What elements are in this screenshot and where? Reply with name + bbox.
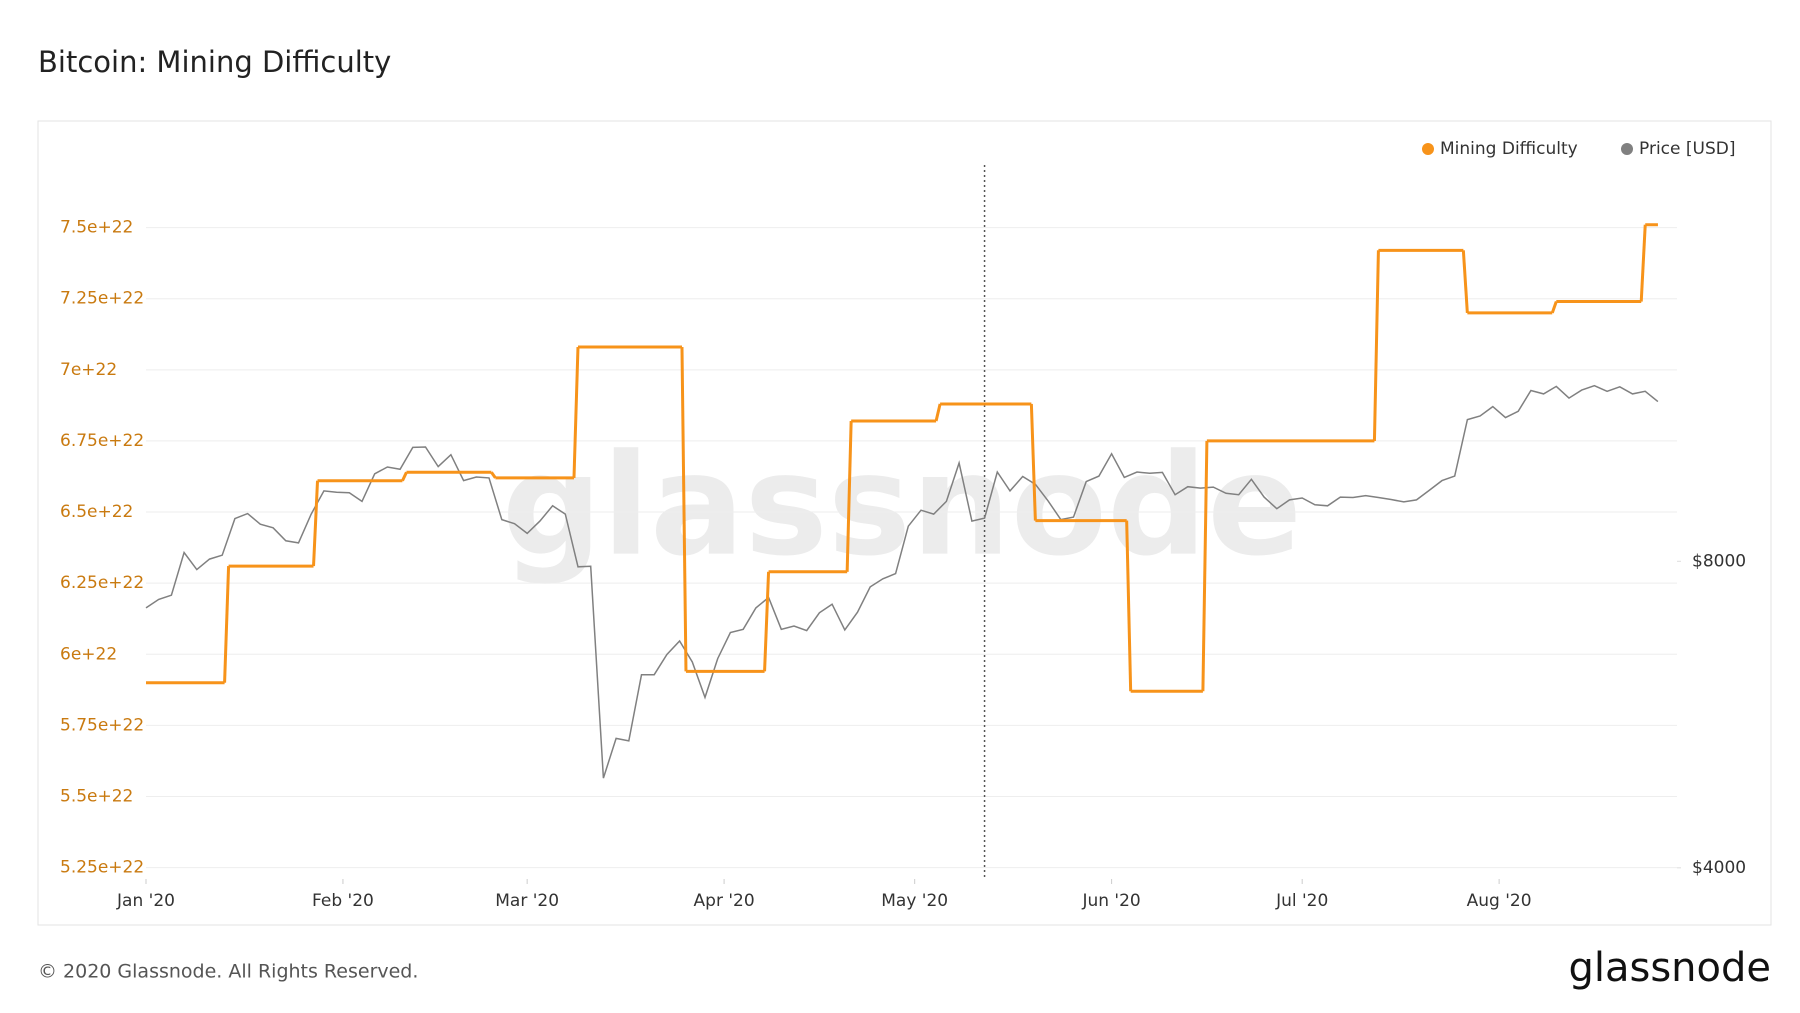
difficulty-riser [1372,250,1380,441]
legend-dot [1422,143,1434,155]
watermark: glassnode [502,425,1302,588]
difficulty-riser [490,471,497,479]
difficulty-riser [572,347,580,478]
x-tick-label: Jun '20 [1081,891,1140,911]
chart-frame [37,120,1772,926]
x-tick-label: Mar '20 [495,891,559,911]
y-tick-label: 6.25e+22 [60,573,144,593]
y-tick-label: 5.75e+22 [60,715,144,735]
x-tick-label: May '20 [881,891,948,911]
difficulty-riser [680,347,688,672]
title: Bitcoin: Mining Difficulty [38,45,391,79]
y2-tick-label: $4000 [1692,858,1746,878]
difficulty-riser [401,471,408,482]
difficulty-riser [845,420,853,572]
y-tick-label: 6.5e+22 [60,502,133,522]
legend-label: Price [USD] [1639,139,1735,159]
difficulty-riser [312,480,320,567]
x-tick-label: Apr '20 [694,891,755,911]
x-tick-label: Feb '20 [312,891,374,911]
x-tick-label: Jul '20 [1275,891,1328,911]
y-tick-label: 7.25e+22 [60,289,144,309]
difficulty-riser [1550,301,1558,314]
y-tick-label: 7.5e+22 [60,218,133,238]
legend-dot [1621,143,1633,155]
difficulty-riser [1461,250,1469,314]
x-tick-label: Jan '20 [116,891,175,911]
difficulty-riser [934,403,942,422]
y-tick-label: 5.25e+22 [60,858,144,878]
y-tick-label: 6e+22 [60,644,117,664]
difficulty-riser [1029,403,1037,521]
difficulty-riser [1639,224,1647,302]
y-tick-label: 6.75e+22 [60,431,144,451]
logo: glassnode [1568,945,1771,991]
legend-label: Mining Difficulty [1440,139,1578,159]
footer: © 2020 Glassnode. All Rights Reserved. [38,961,418,983]
difficulty-riser [223,566,231,683]
y-tick-label: 7e+22 [60,360,117,380]
price-line [145,384,1659,779]
difficulty-riser [1201,440,1209,692]
y2-tick-label: $8000 [1692,551,1746,571]
difficulty-riser [1125,520,1133,692]
difficulty-riser [763,571,771,672]
x-tick-label: Aug '20 [1467,891,1532,911]
y-tick-label: 5.5e+22 [60,787,133,807]
